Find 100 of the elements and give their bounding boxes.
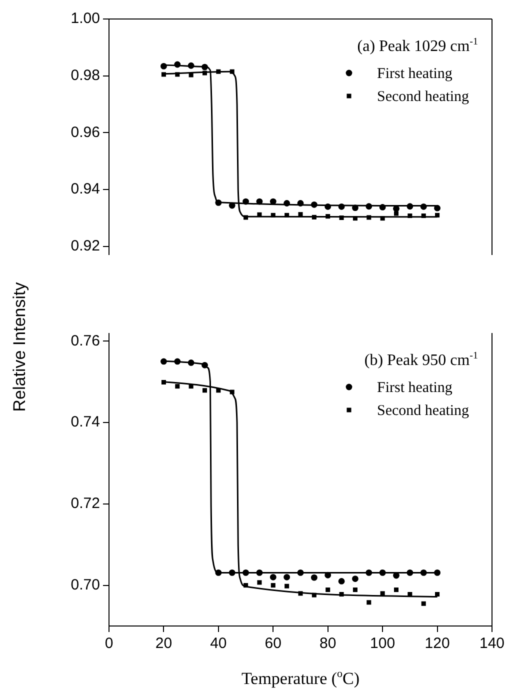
- x-tick-label: 80: [320, 635, 336, 652]
- legend-label: Second heating: [377, 403, 470, 419]
- point: [338, 203, 345, 210]
- point: [215, 569, 222, 576]
- point: [230, 69, 234, 74]
- point: [394, 588, 399, 592]
- y-tick-label: 0.92: [70, 238, 100, 255]
- point: [435, 212, 440, 218]
- point: [270, 574, 276, 580]
- point: [312, 214, 316, 220]
- point: [188, 62, 194, 69]
- point: [215, 199, 222, 206]
- point: [297, 569, 304, 576]
- x-tick-label: 0: [104, 635, 114, 652]
- point: [312, 592, 316, 598]
- point: [366, 215, 372, 220]
- point: [406, 203, 414, 210]
- point: [202, 70, 208, 76]
- point: [380, 216, 385, 221]
- point: [188, 72, 194, 78]
- point: [270, 212, 276, 218]
- point: [256, 569, 263, 576]
- point: [420, 569, 427, 576]
- point: [256, 198, 263, 205]
- point: [366, 600, 372, 605]
- point: [326, 214, 330, 219]
- point: [230, 390, 234, 394]
- y-tick-label: 0.70: [70, 576, 100, 594]
- y-tick-label: 1.00: [70, 10, 100, 28]
- y-axis-title: Relative Intensity: [10, 282, 30, 412]
- point: [270, 583, 276, 588]
- point: [242, 569, 249, 576]
- y-tick-label: 0.98: [70, 67, 100, 84]
- x-tick-label: 140: [479, 635, 505, 652]
- point: [244, 583, 248, 588]
- point: [338, 578, 345, 584]
- point: [408, 214, 412, 218]
- point: [188, 360, 194, 366]
- point: [339, 592, 344, 597]
- point: [339, 215, 344, 220]
- x-tick-label: 100: [370, 635, 396, 652]
- point: [216, 388, 221, 393]
- point: [380, 591, 385, 596]
- point: [161, 72, 166, 77]
- point: [298, 591, 303, 596]
- point: [244, 215, 248, 220]
- point: [160, 63, 167, 70]
- point: [284, 584, 290, 588]
- point: [297, 200, 304, 206]
- point: [202, 388, 208, 393]
- x-tick-label: 120: [424, 635, 450, 652]
- point: [352, 216, 358, 221]
- point: [228, 569, 236, 576]
- point: [284, 200, 290, 206]
- point: [242, 198, 249, 205]
- point: [175, 72, 180, 77]
- point: [310, 574, 318, 581]
- point: [326, 588, 330, 592]
- point: [161, 380, 166, 385]
- point: [434, 569, 440, 576]
- point: [175, 384, 180, 389]
- point: [174, 358, 181, 365]
- point: [202, 64, 208, 70]
- point: [435, 592, 440, 597]
- point: [352, 588, 358, 592]
- point: [202, 362, 208, 368]
- point: [174, 61, 181, 68]
- point: [324, 572, 332, 578]
- point: [379, 569, 386, 576]
- point: [284, 212, 290, 218]
- point: [379, 204, 386, 210]
- point: [228, 202, 236, 209]
- point: [421, 214, 426, 218]
- point: [284, 574, 290, 580]
- legend-label: First heating: [377, 380, 453, 396]
- legend-label: Second heating: [377, 89, 470, 105]
- point: [366, 203, 372, 210]
- point: [406, 569, 414, 576]
- point: [257, 580, 262, 585]
- x-tick-label: 60: [264, 635, 282, 652]
- point: [188, 384, 194, 389]
- x-tick-label: 40: [210, 635, 227, 652]
- y-tick-label: 0.76: [70, 332, 100, 350]
- point: [310, 201, 318, 208]
- point: [216, 69, 221, 74]
- y-tick-label: 0.94: [70, 180, 100, 198]
- point: [434, 204, 440, 212]
- point: [160, 358, 167, 365]
- y-tick-label: 0.72: [70, 495, 100, 512]
- point: [421, 601, 426, 606]
- point: [352, 576, 358, 582]
- point: [324, 203, 332, 210]
- y-tick-label: 0.74: [70, 414, 100, 431]
- point: [352, 204, 358, 211]
- point: [270, 198, 276, 205]
- x-tick-label: 20: [155, 635, 172, 652]
- y-tick-label: 0.96: [70, 124, 100, 141]
- point: [366, 569, 372, 576]
- point: [420, 203, 427, 210]
- legend-label: First heating: [377, 66, 453, 82]
